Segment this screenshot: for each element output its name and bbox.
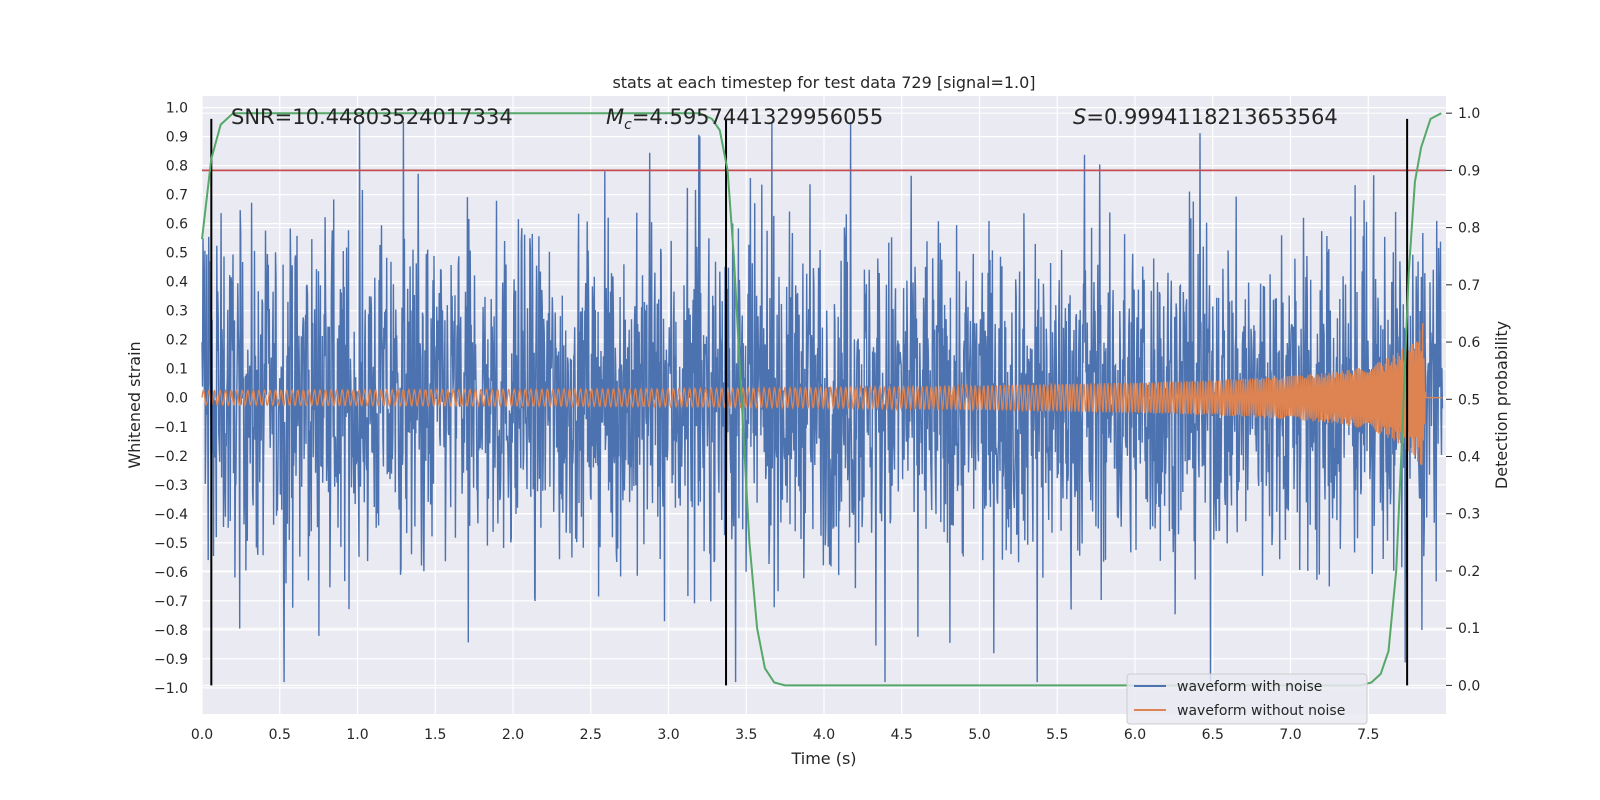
y-axis-label-right: Detection probability [1492,321,1511,489]
x-tick-label: 6.5 [1202,727,1224,743]
y-right-tick-label: 0.3 [1458,507,1480,523]
x-tick-label: 0.0 [191,727,213,743]
y-left-tick-label: −0.8 [154,623,188,639]
y-left-tick-label: −1.0 [154,681,188,697]
y-left-tick-label: 0.0 [166,391,188,407]
y-left-tick-label: −0.2 [154,449,188,465]
y-left-tick-label: 0.5 [166,246,188,262]
y-left-tick-label: 1.0 [166,101,188,117]
y-right-tick-label: 0.7 [1458,278,1480,294]
y-right-tick-label: 0.9 [1458,163,1480,179]
series-detection-probability [201,112,1442,687]
mc-symbol: M [606,105,624,129]
y-left-tick-label: −0.6 [154,565,188,581]
y-left-tick-label: −0.1 [154,420,188,436]
y-left-tick-label: −0.3 [154,478,188,494]
ticks: 0.0 0.5 1.0 1.5 2.0 2.5 3.0 3.5 4.0 4.5 5.0 5.5 6.0 6… [154,101,1480,743]
mc-annotation: Mc=4.5957441329956055 [606,105,883,133]
x-tick-label: 5.5 [1046,727,1068,743]
x-tick-label: 5.0 [968,727,990,743]
x-tick-label: 3.5 [735,727,757,743]
y-left-tick-label: 0.7 [166,188,188,204]
y-left-tick-label: 0.9 [166,130,188,146]
x-tick-label: 7.0 [1279,727,1301,743]
y-right-tick-label: 0.0 [1458,678,1480,694]
y-left-tick-label: −0.4 [154,507,188,523]
y-left-tick-label: 0.3 [166,304,188,320]
y-left-tick-label: 0.4 [166,275,188,291]
y-left-tick-label: 0.1 [166,362,188,378]
x-tick-label: 2.5 [580,727,602,743]
series-waveform-without-noise [201,323,1443,465]
x-tick-label: 4.5 [891,727,913,743]
legend: waveform with noise waveform without noi… [1126,673,1368,725]
x-tick-label: 1.5 [424,727,446,743]
mc-subscript: c [624,117,632,133]
y-right-tick-label: 0.1 [1458,621,1480,637]
y-left-tick-label: −0.7 [154,594,188,610]
series-layer [201,112,1446,687]
x-tick-label: 3.0 [657,727,679,743]
x-tick-label: 6.0 [1124,727,1146,743]
series-waveform-with-noise [201,122,1444,683]
x-tick-label: 1.0 [346,727,368,743]
legend-label-clean: waveform without noise [1177,703,1345,719]
y-axis-label-left: Whitened strain [125,341,144,468]
y-right-tick-label: 0.4 [1458,450,1480,466]
x-axis-label: Time (s) [790,749,856,768]
s-annotation: S=0.9994118213653564 [1073,105,1338,129]
x-tick-label: 0.5 [269,727,291,743]
y-right-tick-label: 1.0 [1458,106,1480,122]
y-right-tick-label: 0.2 [1458,564,1480,580]
x-tick-label: 4.0 [813,727,835,743]
y-left-tick-label: 0.2 [166,333,188,349]
legend-label-noise: waveform with noise [1177,679,1322,695]
y-left-tick-label: −0.9 [154,652,188,668]
s-symbol: S [1073,105,1086,129]
snr-annotation: SNR=10.44803524017334 [231,105,513,129]
x-tick-label: 7.5 [1357,727,1379,743]
y-left-tick-label: 0.8 [166,159,188,175]
s-value: =0.9994118213653564 [1086,105,1337,129]
mc-value: =4.5957441329956055 [632,105,883,129]
y-left-tick-label: −0.5 [154,536,188,552]
y-right-tick-label: 0.5 [1458,392,1480,408]
y-right-tick-label: 0.8 [1458,221,1480,237]
x-tick-label: 2.0 [502,727,524,743]
y-right-tick-label: 0.6 [1458,335,1480,351]
legend-box [1126,673,1368,725]
y-left-tick-label: 0.6 [166,217,188,233]
chart-title: stats at each timestep for test data 729… [612,73,1035,92]
